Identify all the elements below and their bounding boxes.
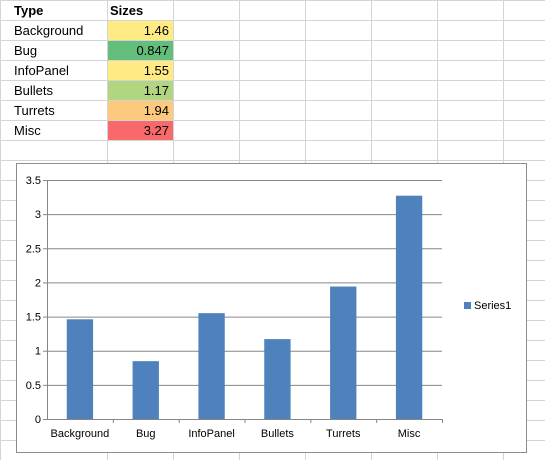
x-tick-label: Turrets — [326, 428, 361, 440]
type-cell[interactable]: Bug — [14, 43, 37, 58]
size-cell[interactable]: 1.46 — [144, 23, 169, 38]
y-tick-label: 2 — [35, 277, 41, 289]
x-tick-label: Bullets — [261, 428, 295, 440]
x-tick-label: Bug — [136, 428, 156, 440]
bar-bullets[interactable] — [264, 339, 291, 419]
size-cell[interactable]: 0.847 — [136, 43, 169, 58]
bar-infopanel[interactable] — [198, 313, 225, 419]
x-tick-label: Misc — [398, 428, 421, 440]
size-cell-fill — [107, 60, 173, 80]
size-cell[interactable]: 3.27 — [144, 123, 169, 138]
legend-swatch — [464, 302, 471, 309]
type-cell[interactable]: Turrets — [14, 103, 55, 118]
type-cell[interactable]: Bullets — [14, 83, 54, 98]
bar-background[interactable] — [66, 319, 94, 419]
x-tick-label: InfoPanel — [188, 428, 234, 440]
bar-bug[interactable] — [132, 361, 159, 419]
header-sizes[interactable]: Sizes — [110, 3, 143, 18]
bar-turrets[interactable] — [330, 286, 357, 419]
size-cell[interactable]: 1.17 — [144, 83, 169, 98]
y-tick-label: 1.5 — [26, 312, 41, 324]
y-tick-label: 1 — [35, 346, 41, 358]
bar-chart-plot: 0 0.5 1 1.5 2 2.5 3 3.5 Background Bug InfoPanel Bu… — [26, 175, 512, 440]
size-cell[interactable]: 1.94 — [144, 103, 169, 118]
type-cell[interactable]: Misc — [14, 123, 41, 138]
bar-misc[interactable] — [395, 195, 423, 419]
size-cell-fill — [107, 20, 173, 40]
y-tick-label: 2.5 — [26, 243, 41, 255]
size-cell[interactable]: 1.55 — [144, 63, 169, 78]
x-tick-label: Background — [51, 428, 110, 440]
size-cell-fill — [107, 120, 173, 140]
size-cell-fill — [107, 40, 173, 60]
size-cell-fill — [107, 100, 173, 120]
y-tick-label: 3.5 — [26, 175, 41, 187]
type-cell[interactable]: InfoPanel — [14, 63, 69, 78]
size-cell-fill — [107, 80, 173, 100]
bar-chart[interactable]: 0 0.5 1 1.5 2 2.5 3 3.5 Background Bug InfoPanel Bu… — [16, 163, 527, 453]
type-cell[interactable]: Background — [14, 23, 83, 38]
y-tick-label: 0.5 — [26, 380, 41, 392]
header-type[interactable]: Type — [14, 3, 43, 18]
y-tick-label: 0 — [35, 414, 41, 426]
legend-label: Series1 — [474, 300, 511, 312]
y-tick-label: 3 — [35, 209, 41, 221]
